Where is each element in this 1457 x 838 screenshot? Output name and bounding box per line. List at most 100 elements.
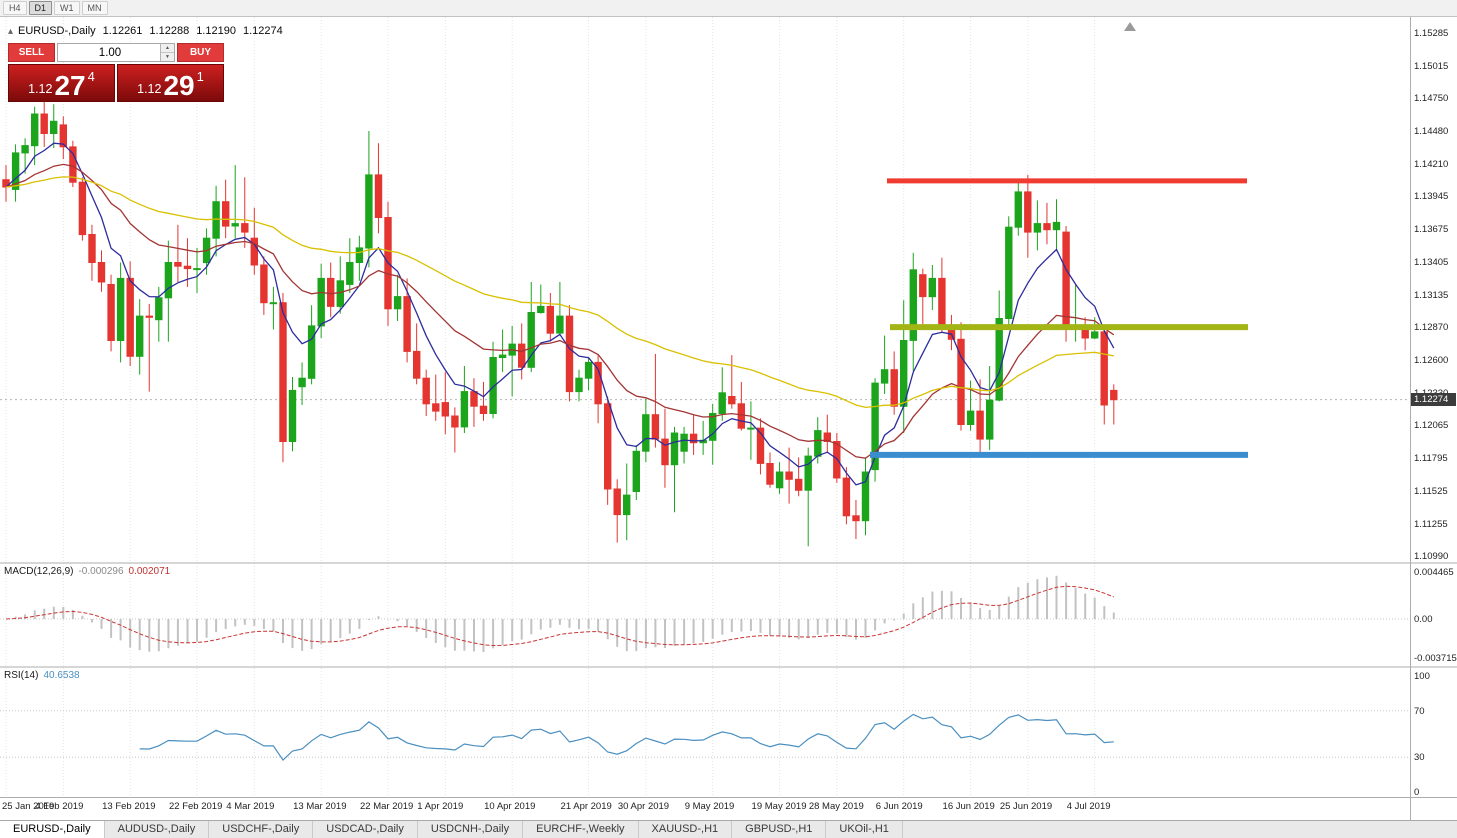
date-axis-label: 9 May 2019 (684, 801, 735, 812)
rsi-panel (0, 710, 1410, 762)
date-axis-label: 4 Feb 2019 (35, 801, 84, 812)
price-axis-label: 1.13405 (1414, 256, 1449, 268)
volume-down-button[interactable]: ▼ (161, 52, 174, 61)
price-axis-label: 1.14480 (1414, 126, 1449, 138)
macd-indicator-label: MACD(12,26,9) -0.000296 0.002071 (4, 566, 170, 577)
bar-high-value: 1.12288 (149, 25, 190, 37)
date-axis-label: 22 Feb 2019 (169, 801, 223, 812)
rsi-value: 40.6538 (43, 670, 80, 681)
buy-price-pips: 29 (163, 70, 195, 102)
volume-input[interactable] (58, 44, 174, 61)
chart-header: ▴ EURUSD-,Daily 1.12261 1.12288 1.12190 … (8, 25, 283, 37)
price-axis-label: 1.11255 (1414, 518, 1448, 530)
tab-usdcnh-daily[interactable]: USDCNH-,Daily (418, 821, 524, 838)
macd-axis-label: 0.00 (1414, 614, 1433, 625)
date-axis-label: 16 Jun 2019 (942, 801, 995, 812)
bar-low-value: 1.12190 (196, 25, 236, 37)
one-click-trading-panel: SELL ▲ ▼ BUY 1.12 27 4 1.12 29 1 (8, 43, 224, 102)
candlestick-series (2, 101, 1118, 547)
buy-button[interactable]: BUY (177, 43, 224, 62)
buy-price-panel[interactable]: 1.12 29 1 (117, 64, 224, 102)
volume-stepper: ▲ ▼ (160, 44, 174, 61)
tab-audusd-daily[interactable]: AUDUSD-,Daily (105, 821, 210, 838)
date-axis-label: 6 Jun 2019 (875, 801, 923, 812)
price-axis-label: 1.11525 (1414, 485, 1448, 497)
macd-main-value: -0.000296 (78, 566, 124, 577)
macd-axis-label: -0.003715 (1414, 653, 1457, 665)
price-axis-label: 1.13675 (1414, 224, 1449, 236)
buy-price-pipette: 1 (196, 69, 204, 84)
tab-eurusd-daily[interactable]: EURUSD-,Daily (0, 821, 105, 838)
tab-eurchf-weekly[interactable]: EURCHF-,Weekly (523, 821, 639, 838)
sell-price-pipette: 4 (87, 69, 95, 84)
timeframe-h4-button[interactable]: H4 (3, 1, 27, 15)
tab-xauusd-h1[interactable]: XAUUSD-,H1 (639, 821, 733, 838)
price-axis-label: 1.12065 (1414, 420, 1449, 432)
macd-name: MACD(12,26,9) (4, 566, 74, 577)
chart-shift-marker[interactable] (1124, 22, 1136, 31)
tab-gbpusd-h1[interactable]: GBPUSD-,H1 (732, 821, 827, 838)
sell-price-pips: 27 (54, 70, 86, 102)
price-axis-label: 1.14750 (1414, 93, 1449, 105)
timeframe-toolbar: H4 D1 W1 MN (0, 0, 1457, 17)
timeframe-w1-button[interactable]: W1 (54, 1, 80, 15)
grid-lines (5, 17, 1096, 797)
date-axis-label: 10 Apr 2019 (484, 801, 536, 812)
ma-55-line (5, 176, 1114, 409)
date-axis-label: 1 Apr 2019 (417, 801, 464, 812)
date-axis-label: 22 Mar 2019 (360, 801, 414, 812)
triangle-up-icon: ▲ (165, 45, 170, 51)
date-axis-label: 13 Feb 2019 (102, 801, 156, 812)
date-axis-label: 25 Jun 2019 (999, 801, 1053, 812)
one-click-collapse-icon[interactable]: ▴ (8, 25, 14, 37)
rsi-axis-label: 30 (1414, 752, 1425, 764)
bar-close-value: 1.12274 (242, 25, 283, 37)
date-axis-label: 19 May 2019 (751, 801, 807, 812)
triangle-down-icon: ▼ (165, 54, 170, 60)
timeframe-d1-button[interactable]: D1 (28, 1, 53, 15)
date-axis-label: 13 Mar 2019 (293, 801, 347, 812)
price-axis-label: 1.14210 (1414, 158, 1449, 170)
volume-up-button[interactable]: ▲ (161, 44, 174, 52)
price-axis-label: 1.15015 (1414, 60, 1449, 72)
price-axis-label: 1.10990 (1414, 551, 1449, 562)
bar-open-value: 1.12261 (102, 25, 143, 37)
date-axis-label: 30 Apr 2019 (617, 801, 670, 812)
ma-21-line (5, 163, 1115, 459)
date-axis-label: 21 Apr 2019 (560, 801, 612, 812)
tab-usdcad-daily[interactable]: USDCAD-,Daily (313, 821, 418, 838)
sell-button[interactable]: SELL (8, 43, 55, 62)
timeframe-mn-button[interactable]: MN (81, 1, 108, 15)
sell-price-panel[interactable]: 1.12 27 4 (8, 64, 115, 102)
sell-price-big-figure: 1.12 (28, 82, 53, 96)
rsi-axis-label: 0 (1414, 787, 1420, 798)
horizontal-ray-lines[interactable] (870, 178, 1248, 458)
panel-separators (0, 17, 1457, 820)
tab-usdchf-daily[interactable]: USDCHF-,Daily (209, 821, 314, 838)
price-axis-label: 1.12600 (1414, 354, 1449, 366)
price-axis-label: 1.12870 (1414, 322, 1449, 334)
rsi-name: RSI(14) (4, 670, 39, 681)
rsi-axis-label: 70 (1414, 705, 1425, 717)
rsi-indicator-label: RSI(14) 40.6538 (4, 670, 80, 681)
price-axis-label: 1.13135 (1414, 289, 1449, 301)
rsi-axis-label: 100 (1414, 671, 1430, 682)
price-axis-label: 1.15285 (1414, 28, 1449, 39)
chart-symbol-label: EURUSD-,Daily (18, 25, 96, 37)
volume-field[interactable]: ▲ ▼ (57, 43, 175, 62)
macd-panel (0, 575, 1410, 652)
date-axis-label: 4 Mar 2019 (226, 801, 275, 812)
current-price-tag: 1.12274 (1411, 393, 1456, 406)
price-axis-label: 1.11795 (1414, 452, 1448, 464)
tab-ukoil-h1[interactable]: UKOil-,H1 (826, 821, 903, 838)
price-axis-label: 1.13945 (1414, 191, 1449, 203)
chart-tab-bar: EURUSD-,Daily AUDUSD-,Daily USDCHF-,Dail… (0, 820, 1457, 838)
date-axis-label: 25 Jan 2019 (2, 801, 55, 812)
macd-signal-value: 0.002071 (128, 566, 171, 577)
macd-axis-label: 0.004465 (1414, 567, 1454, 578)
ma-7-line (5, 142, 1115, 486)
buy-price-big-figure: 1.12 (137, 82, 162, 96)
date-axis-label: 4 Jul 2019 (1066, 801, 1111, 812)
